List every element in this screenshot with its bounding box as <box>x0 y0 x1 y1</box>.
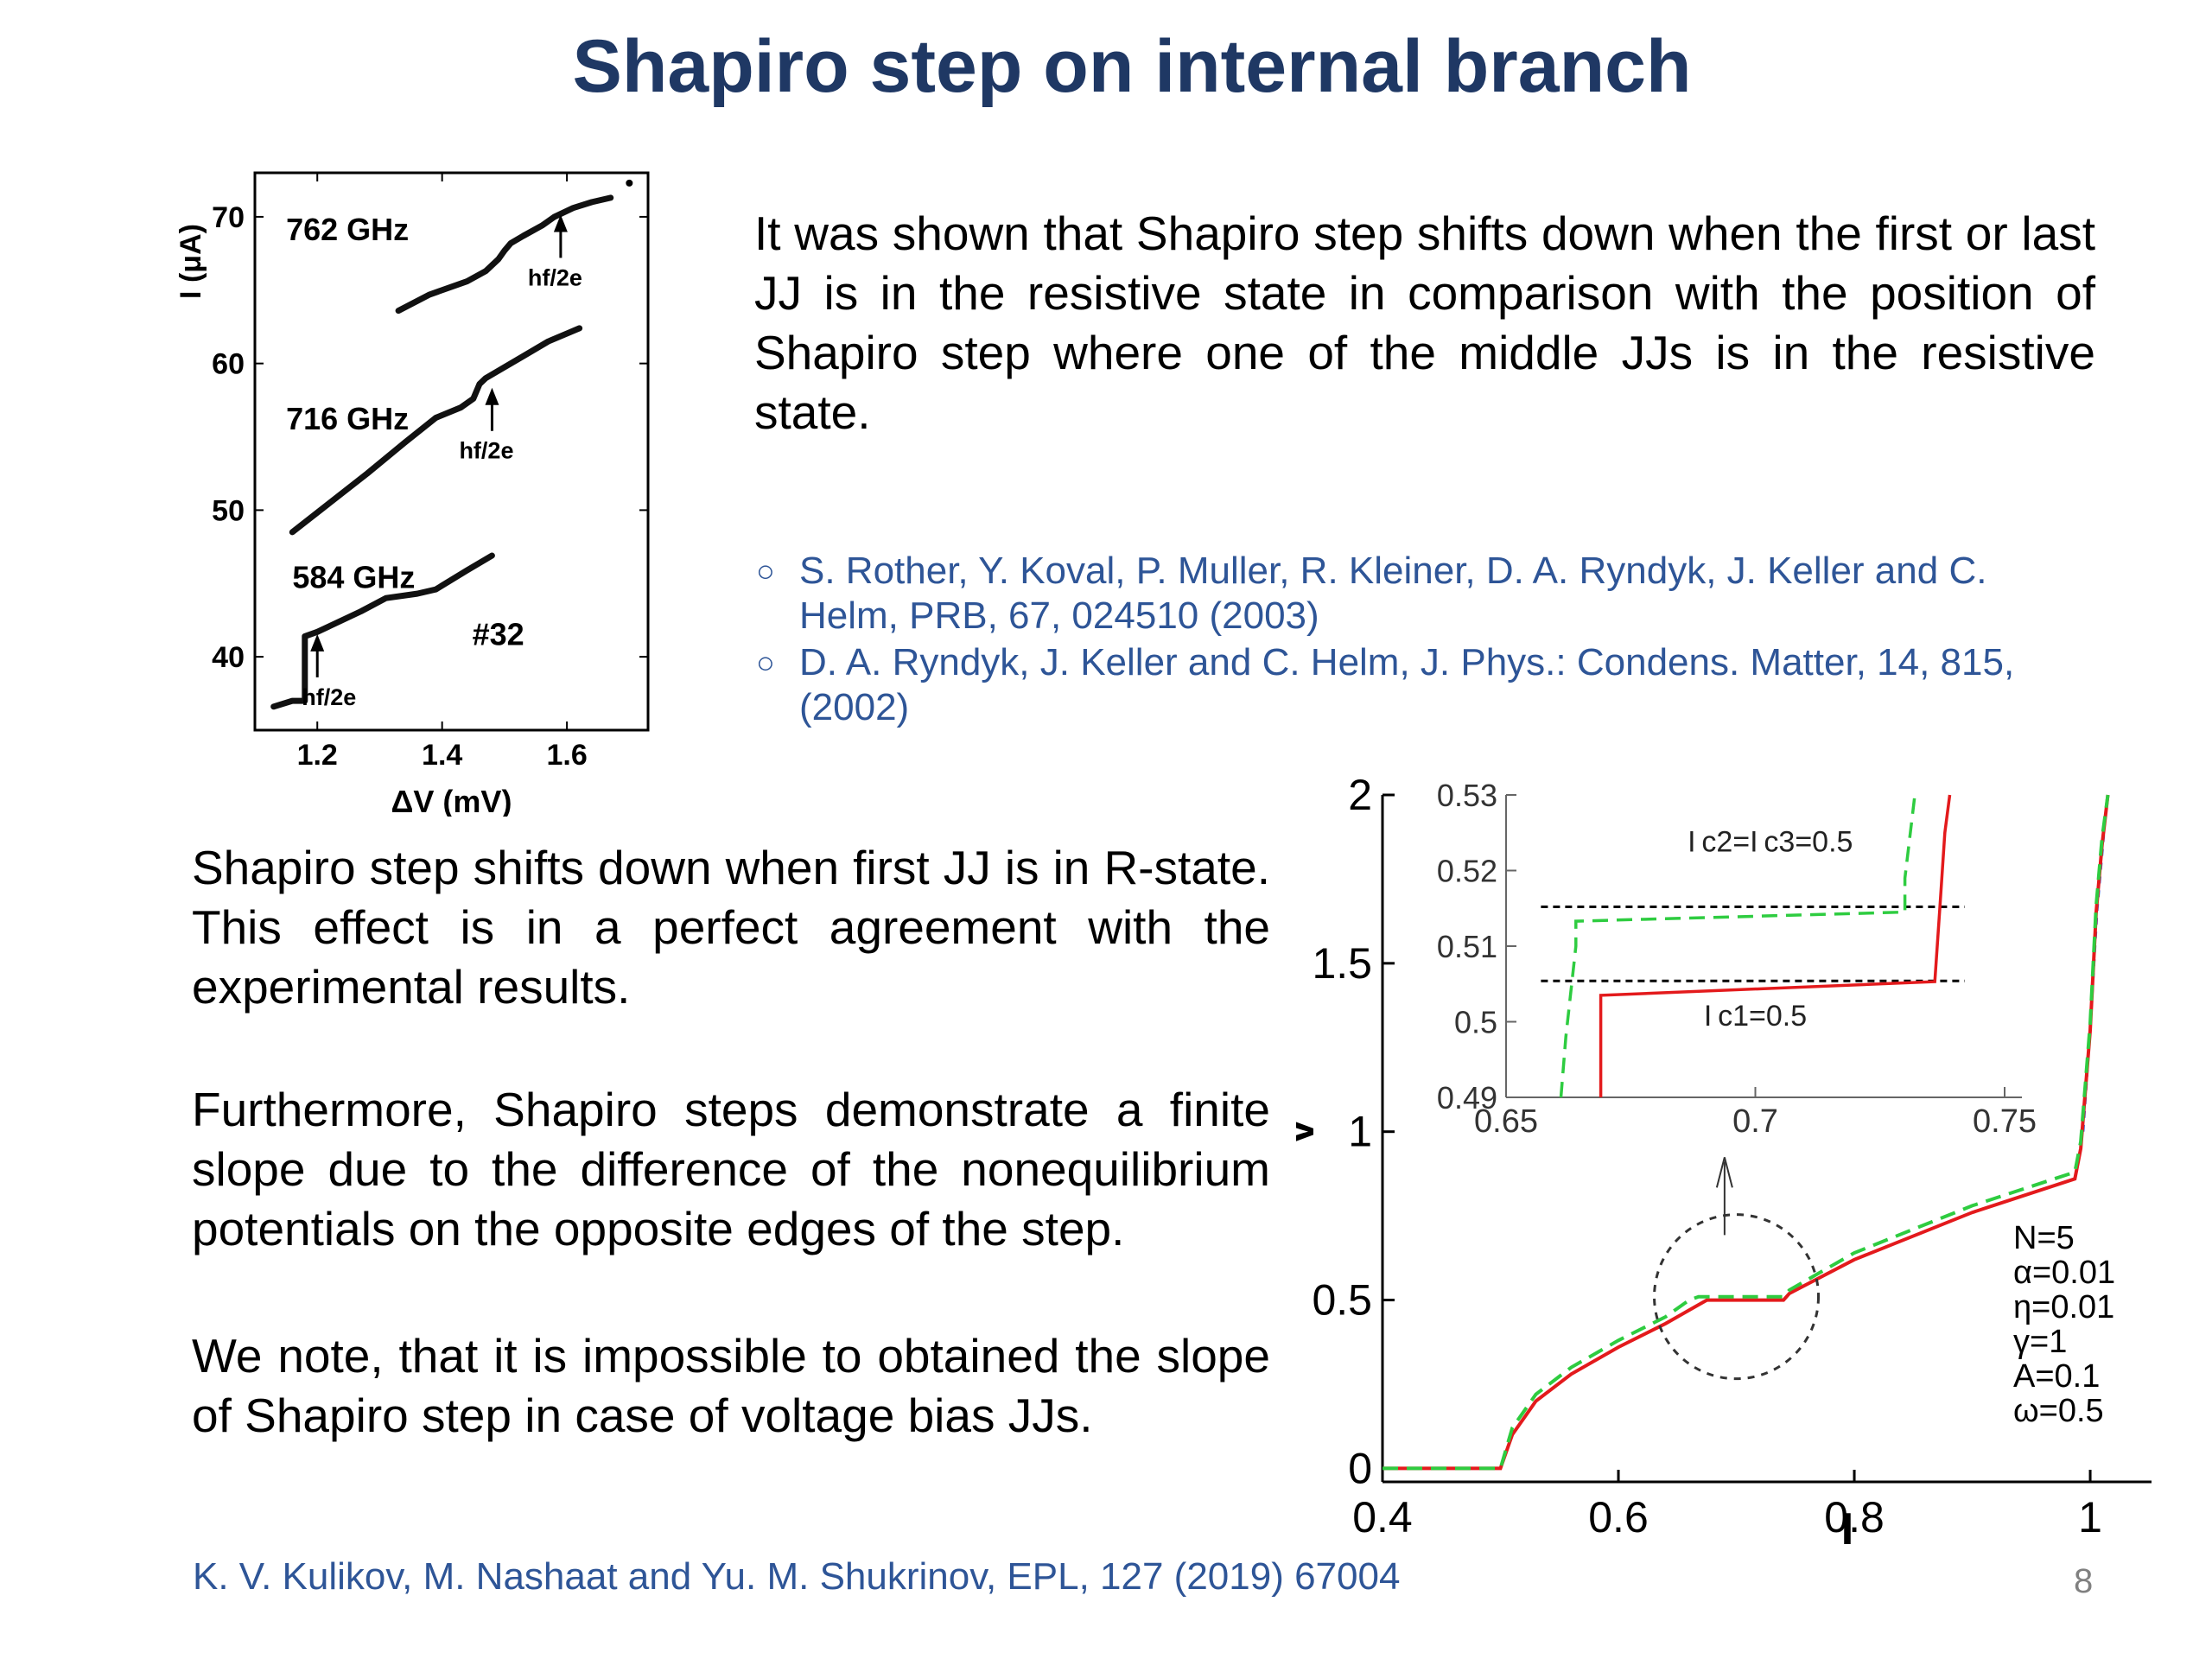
reference-item: ○ S. Rother, Y. Koval, P. Muller, R. Kle… <box>756 549 2095 639</box>
highlight-circle <box>1653 1213 1821 1381</box>
arrow-head-icon <box>553 214 568 232</box>
x-axis-label: I <box>1841 1504 1853 1547</box>
parameter-label: A=0.1 <box>2013 1358 2100 1395</box>
x-tick-label: 1.2 <box>297 739 338 772</box>
y-tick-label: 50 <box>212 494 245 527</box>
inset-label: I c1=0.5 <box>1704 1000 1807 1033</box>
inset-label: I c2=I c3=0.5 <box>1688 826 1853 859</box>
frequency-label: 716 GHz <box>286 401 409 436</box>
frequency-label: 762 GHz <box>286 212 409 247</box>
x-axis-label: ΔV (mV) <box>391 784 512 817</box>
arrow-head-icon <box>485 387 499 405</box>
simulation-plot: 0.40.60.8100.511.52IVN=5α=0.01η=0.01γ=1A… <box>1296 771 2152 1547</box>
experimental-iv-figure: 1.2 1.4 1.6 40 50 60 70 ΔV (mV) I (μA) 762 GHz hf/… <box>175 171 650 817</box>
x-tick-label: 1 <box>2078 1493 2102 1541</box>
bullet-icon: ○ <box>756 553 775 588</box>
x-tick-label: 0.4 <box>1352 1493 1413 1541</box>
x-tick-label: 1.4 <box>422 739 462 772</box>
y-tick-label: 1 <box>1348 1108 1372 1156</box>
inset-x-tick-label: 0.7 <box>1732 1103 1778 1140</box>
parameter-label: α=0.01 <box>2013 1255 2115 1291</box>
inset-curve-red <box>1599 794 1952 1097</box>
y-tick-label: 0.5 <box>1312 1276 1372 1325</box>
inset-curve-green <box>1559 794 1916 1098</box>
inset-y-tick-label: 0.52 <box>1437 854 1497 889</box>
iv-curve-line <box>395 194 614 315</box>
y-tick-label: 2 <box>1348 771 1372 819</box>
step-annotation: hf/2e <box>459 438 513 464</box>
intro-paragraph: It was shown that Shapiro step shifts do… <box>754 207 2095 439</box>
y-tick-label: 40 <box>212 641 245 674</box>
x-tick-label: 1.6 <box>546 739 587 772</box>
plot-frame <box>253 171 650 732</box>
y-axis-label: I (μA) <box>175 224 207 299</box>
parameter-label: η=0.01 <box>2013 1289 2114 1325</box>
simulation-iv-figure: 0.40.60.8100.511.52IVN=5α=0.01η=0.01γ=1A… <box>1296 771 2152 1547</box>
arrow-head-icon <box>1715 1157 1733 1188</box>
parameter-label: ω=0.5 <box>2013 1393 2104 1429</box>
inset-x-tick-label: 0.75 <box>1973 1103 2037 1140</box>
x-tick-label: 0.6 <box>1588 1493 1649 1541</box>
experimental-plot: 1.2 1.4 1.6 40 50 60 70 ΔV (mV) I (μA) 762 GHz hf/… <box>175 171 650 817</box>
reference-text: S. Rother, Y. Koval, P. Muller, R. Klein… <box>799 550 1987 637</box>
reference-item: ○ D. A. Ryndyk, J. Keller and C. Helm, J… <box>756 640 2095 730</box>
parameter-label: γ=1 <box>2013 1324 2067 1360</box>
parameter-label: N=5 <box>2013 1220 2075 1256</box>
inset-y-tick-label: 0.53 <box>1437 778 1497 813</box>
page-number: 8 <box>2074 1562 2094 1600</box>
iv-curve-line <box>289 325 583 536</box>
iv-curve-line <box>270 552 495 710</box>
reference-text: D. A. Ryndyk, J. Keller and C. Helm, J. … <box>799 641 2015 728</box>
sample-label: #32 <box>473 617 524 652</box>
x-tick-label: 0.8 <box>1824 1493 1885 1541</box>
y-tick-label: 0 <box>1348 1444 1372 1492</box>
frequency-label: 584 GHz <box>292 559 415 594</box>
y-tick-label: 70 <box>212 201 245 234</box>
body-paragraph-result: Shapiro step shifts down when first JJ i… <box>192 841 1270 1014</box>
data-point <box>626 179 633 187</box>
iv-curve-red <box>1382 794 2110 1471</box>
inset-x-tick-label: 0.65 <box>1474 1103 1538 1140</box>
reference-list: ○ S. Rother, Y. Koval, P. Muller, R. Kle… <box>756 549 2095 732</box>
body-paragraph-note: We note, that it is impossible to obtain… <box>192 1329 1270 1442</box>
bullet-icon: ○ <box>756 645 775 680</box>
step-annotation: hf/2e <box>302 684 356 710</box>
y-axis-label: V <box>1296 1116 1324 1147</box>
y-tick-label: 60 <box>212 348 245 381</box>
inset-y-tick-label: 0.5 <box>1454 1005 1497 1040</box>
iv-curve-green <box>1382 794 2110 1471</box>
body-paragraph-slope: Furthermore, Shapiro steps demonstrate a… <box>192 1083 1270 1255</box>
y-tick-label: 1.5 <box>1312 939 1372 988</box>
inset-plot: 0.65 0.7 0.75 0.49 0.5 0.51 0.52 0.53 I c2=I c3=… <box>1437 778 2037 1140</box>
arrow-head-icon <box>310 633 325 652</box>
inset-y-tick-label: 0.51 <box>1437 929 1497 964</box>
inset-y-tick-label: 0.49 <box>1437 1080 1497 1116</box>
slide-title: Shapiro step on internal branch <box>572 25 1692 108</box>
citation-footer: K. V. Kulikov, M. Nashaat and Yu. M. Shu… <box>193 1555 1401 1598</box>
step-annotation: hf/2e <box>528 264 582 290</box>
